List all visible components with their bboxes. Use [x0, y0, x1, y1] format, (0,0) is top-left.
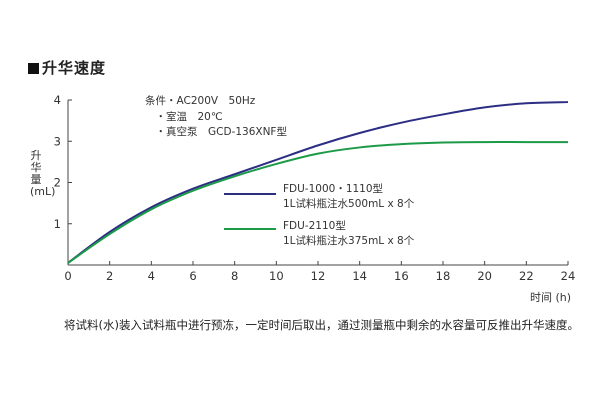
square-bullet-icon — [28, 63, 39, 74]
legend-entry-series-2: FDU-2110型 1L试料瓶注水375mL x 8个 — [283, 219, 414, 249]
x-tick-label: 6 — [189, 269, 196, 283]
x-tick-label: 4 — [148, 269, 155, 283]
y-tick-label: 4 — [54, 93, 61, 107]
x-tick-label: 20 — [477, 269, 492, 283]
condition-line: 条件・AC200V 50Hz — [145, 95, 256, 107]
series-line-1 — [67, 101, 569, 264]
x-tick-label: 8 — [231, 269, 238, 283]
legend-label: FDU-2110型 — [283, 220, 346, 232]
y-tick-label: 2 — [54, 176, 61, 190]
legend-label: 1L试料瓶注水375mL x 8个 — [283, 235, 415, 247]
series-line-2 — [67, 141, 568, 264]
x-tick-label: 2 — [106, 269, 113, 283]
x-tick-label: 24 — [561, 269, 576, 283]
condition-line: ・室温 20℃ — [145, 110, 223, 123]
legend-entry-series-1: FDU-1000・1110型 1L试料瓶注水500mL x 8个 — [283, 182, 414, 212]
y-tick-label: 3 — [54, 134, 61, 148]
footnote-text: 将试料(水)装入试料瓶中进行预冻，一定时间后取出，通过测量瓶中剩余的水容量可反推… — [64, 318, 579, 332]
legend-label: FDU-1000・1110型 — [283, 183, 384, 195]
legend-label: 1L试料瓶注水500mL x 8个 — [283, 198, 415, 210]
test-conditions: 条件・AC200V 50Hz ・室温 20℃ ・真空泵 GCD-136XNF型 — [145, 94, 287, 141]
x-tick-label: 22 — [519, 269, 534, 283]
x-tick-label: 10 — [269, 269, 284, 283]
x-tick-label: 18 — [436, 269, 451, 283]
section-heading: 升华速度 — [28, 57, 106, 78]
y-tick-label: 1 — [54, 217, 61, 231]
x-tick-label: 14 — [352, 269, 367, 283]
x-axis-label: 时间 (h) — [530, 291, 572, 304]
x-tick-label: 0 — [64, 269, 71, 283]
x-tick-label: 12 — [311, 269, 326, 283]
x-tick-label: 16 — [394, 269, 409, 283]
condition-line: ・真空泵 GCD-136XNF型 — [145, 126, 287, 138]
section-heading-text: 升华速度 — [42, 59, 107, 77]
